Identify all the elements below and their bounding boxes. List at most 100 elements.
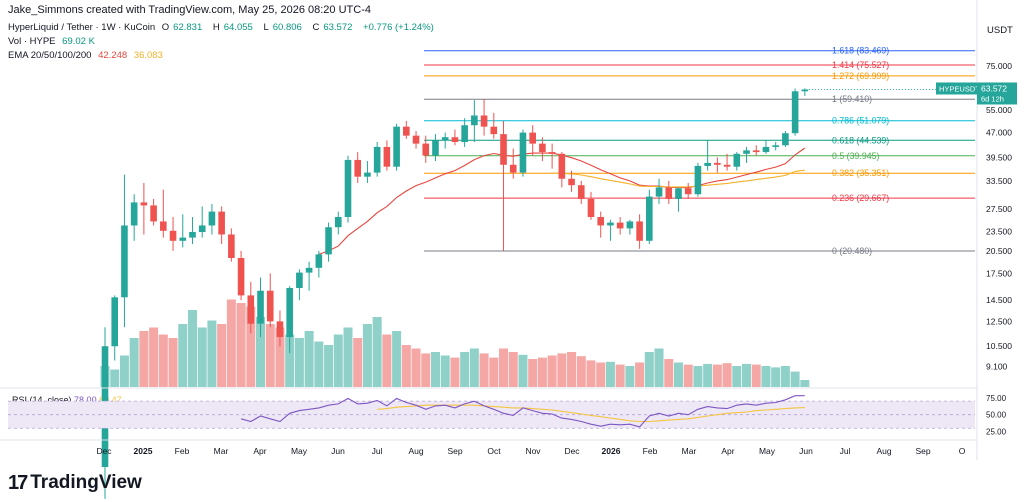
price-tick-11: 12.500 <box>986 316 1012 326</box>
volume-bar <box>605 361 615 387</box>
volume-bar <box>576 356 586 387</box>
candle-body <box>500 134 507 165</box>
rsi-label: RSI (14, close) <box>12 395 72 405</box>
candle-body <box>723 164 731 167</box>
candle-body <box>344 159 352 217</box>
price-tick-3: 47.000 <box>986 128 1012 138</box>
candle-body <box>257 290 264 324</box>
price-tag-symbol: HYPEUSDT <box>939 84 980 93</box>
volume-bar <box>119 355 129 387</box>
candle-body <box>558 153 566 179</box>
symbol-name: HyperLiquid / Tether · 1W · KuCoin <box>8 22 156 33</box>
fib-label-6: 0.5 (39.945) <box>832 151 880 161</box>
candle-body <box>714 162 721 165</box>
volume-bar <box>236 303 246 387</box>
volume-bar <box>294 338 304 387</box>
candle-body <box>286 287 293 338</box>
time-tick-16: Apr <box>721 446 734 456</box>
candle-body <box>451 137 459 142</box>
candle-body <box>636 221 643 241</box>
candle-body <box>752 150 760 153</box>
candle-body <box>334 216 342 228</box>
volume-bar <box>664 359 674 387</box>
candle-body <box>461 125 468 142</box>
volume-bar <box>615 364 625 387</box>
candle-body <box>237 257 245 296</box>
price-tag-bg <box>977 82 1017 105</box>
price-tick-0: 75.000 <box>986 61 1012 71</box>
volume-bar <box>411 348 421 387</box>
ohlc-low: L 60.806 <box>263 22 302 33</box>
ema-legend: EMA 20/50/100/200 42.248 36.083 <box>8 50 167 61</box>
price-tick-2: 55.000 <box>986 105 1012 115</box>
ohlc-open: O 62.831 <box>161 22 203 33</box>
volume-legend: Vol · HYPE 69.02 K <box>8 36 99 47</box>
volume-bar <box>421 353 431 387</box>
candle-body <box>266 290 274 322</box>
time-tick-15: Mar <box>682 446 697 456</box>
volume-bar <box>567 352 577 387</box>
candle-body <box>616 222 624 229</box>
candle-body <box>607 222 614 226</box>
volume-bar <box>479 353 489 387</box>
time-tick-20: Aug <box>876 446 891 456</box>
candle-body <box>150 205 157 222</box>
candle-body <box>772 145 779 147</box>
volume-bar <box>508 352 518 387</box>
candle-body <box>383 146 391 167</box>
volume-bar <box>450 357 460 387</box>
rsi-tick-1: 50.00 <box>986 411 1007 420</box>
volume-bar <box>149 327 159 387</box>
rsi-line <box>240 395 805 428</box>
candle-body <box>587 198 595 217</box>
ohlc-close: C 63.572 <box>312 22 353 33</box>
volume-bar <box>780 366 790 387</box>
volume-bar <box>751 364 761 387</box>
time-tick-13: 2026 <box>602 446 621 456</box>
ema-label: EMA 20/50/100/200 <box>8 50 92 61</box>
candle-body <box>364 172 371 177</box>
candle-body <box>403 126 410 136</box>
volume-bar <box>771 367 781 387</box>
volume-bar <box>557 353 567 387</box>
ema20-value: 42.248 <box>98 50 128 61</box>
time-tick-14: Feb <box>643 446 658 456</box>
candle-body <box>519 132 527 173</box>
time-tick-18: Jun <box>799 446 813 456</box>
tradingview-mark-icon: 17 <box>8 471 28 494</box>
volume-bar <box>673 362 683 387</box>
time-tick-10: Oct <box>487 446 501 456</box>
price-tick-10: 14.500 <box>986 295 1012 305</box>
volume-bar <box>625 366 635 387</box>
candle-body <box>208 211 216 226</box>
candle-body <box>296 272 303 288</box>
candle-body <box>490 126 498 135</box>
time-tick-1: 2025 <box>134 446 153 456</box>
volume-label: Vol · HYPE <box>8 36 56 47</box>
candle-body <box>169 230 177 241</box>
tradingview-brand: TradingView <box>30 472 142 493</box>
candle-body <box>373 146 381 173</box>
volume-bar <box>683 364 693 387</box>
volume-bar <box>372 317 382 387</box>
volume-bar <box>139 331 149 387</box>
fib-label-1: 1.414 (75.527) <box>832 60 889 70</box>
volume-bar <box>732 366 742 387</box>
volume-bar <box>489 357 499 387</box>
candle-body <box>509 164 517 173</box>
candle-body <box>228 234 235 258</box>
fib-label-2: 1.272 (69.999) <box>832 71 889 81</box>
price-tick-5: 33.500 <box>986 176 1012 186</box>
volume-bar <box>275 327 285 387</box>
candle-body <box>441 137 449 141</box>
fib-label-8: 0.236 (29.667) <box>832 193 889 203</box>
volume-bar <box>430 352 440 387</box>
volume-bar <box>207 320 217 387</box>
volume-bar <box>712 364 722 387</box>
volume-bar <box>304 331 314 387</box>
fib-label-9: 0 (20.480) <box>832 246 872 256</box>
volume-bar <box>586 360 596 387</box>
volume-bar <box>333 334 343 387</box>
volume-bar <box>158 334 168 387</box>
